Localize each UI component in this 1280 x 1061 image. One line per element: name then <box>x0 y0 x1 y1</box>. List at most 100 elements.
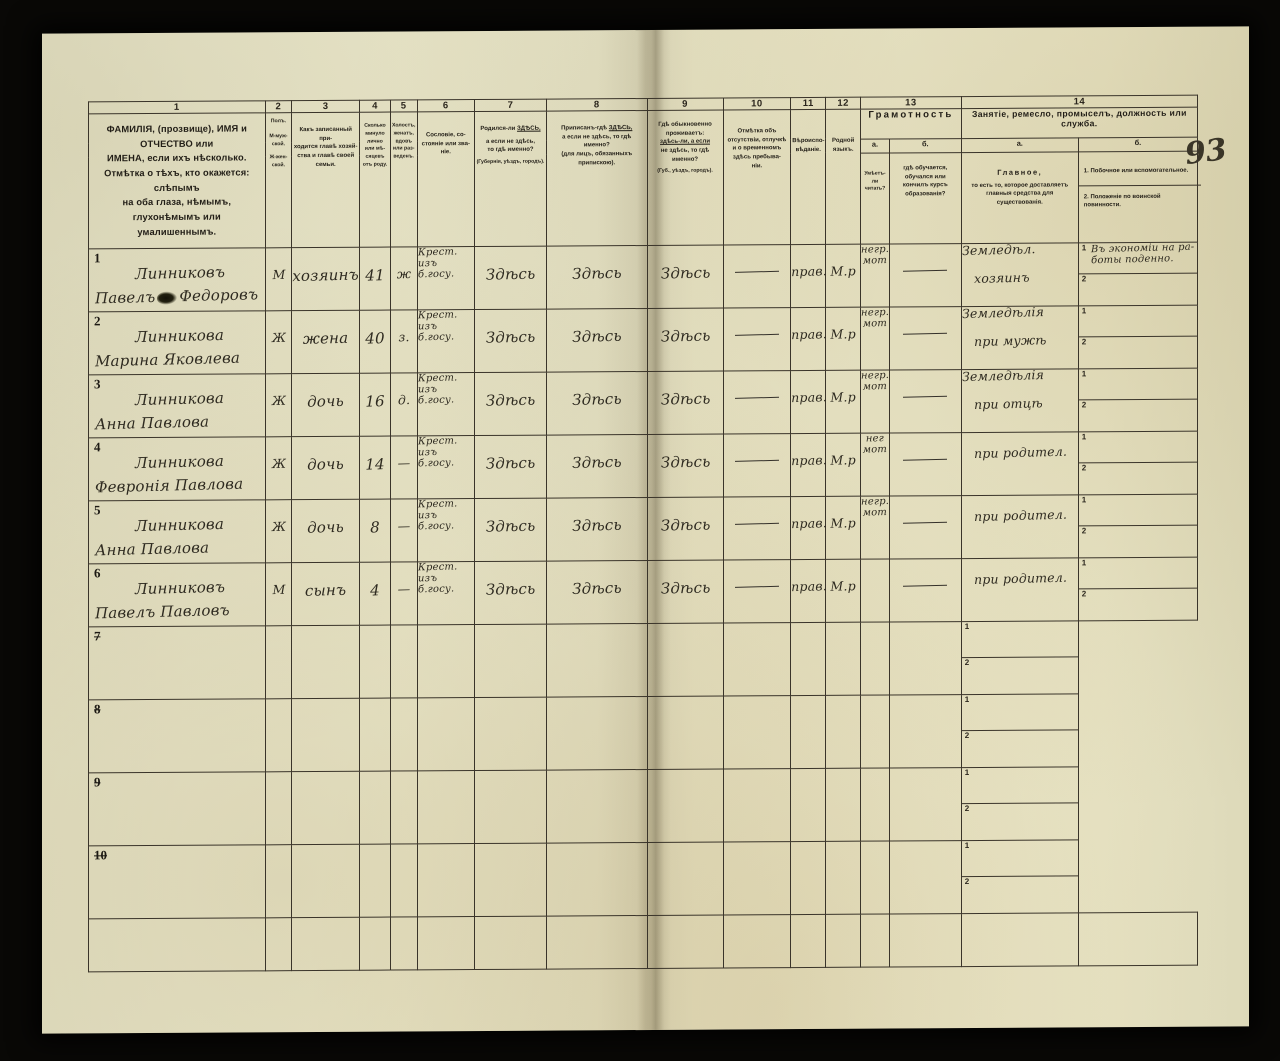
cell-occupation-secondary: 1 2 <box>1078 430 1198 495</box>
cell-born-here: Здѣсь <box>474 308 547 373</box>
cell-empty <box>359 624 391 698</box>
occupation-secondary-slot: 1 <box>1078 557 1197 589</box>
cell-marital: д. <box>390 372 418 436</box>
cell-empty <box>825 767 861 841</box>
surname: Линникова <box>134 451 225 472</box>
surname: Линникова <box>134 388 225 409</box>
military-status-index: 2 <box>1081 336 1087 346</box>
cell-marital: з. <box>390 309 418 373</box>
cell-literacy <box>860 558 890 622</box>
colnum-8: 8 <box>546 98 648 112</box>
cell-name: 10 <box>88 844 266 919</box>
military-status-index: 2 <box>1081 525 1087 535</box>
occupation-secondary-index: 1 <box>1081 431 1087 441</box>
header-col-4-line-5: сяцевъ <box>365 153 385 160</box>
language-value: М.р <box>830 388 857 405</box>
cell-sex: Ж <box>265 373 292 437</box>
header-col-14-title: Занятіе, ремесло, промыселъ, должность и… <box>961 107 1198 139</box>
table-row-empty: 10 1 2 <box>88 839 1198 919</box>
sex-value: М <box>271 581 286 597</box>
cell-language: М.р <box>825 495 861 559</box>
colnum-6: 6 <box>417 99 475 112</box>
language-value: М.р <box>830 262 857 279</box>
header-col-5-line-3: вдовъ <box>395 138 412 145</box>
surname: Линникова <box>134 325 225 346</box>
cell-sex: Ж <box>265 499 292 563</box>
cell-language: М.р <box>825 432 861 496</box>
colnum-7: 7 <box>474 99 547 112</box>
cell-born-here: Здѣсь <box>474 560 547 625</box>
header-col-4-line-4: или мѣ- <box>364 145 386 153</box>
occupation-main-line-2: хозяинъ <box>973 269 1030 287</box>
estate-line-3: б.госу. <box>417 330 454 343</box>
born-here-value: Здѣсь <box>485 516 536 536</box>
faith-value: прав. <box>791 451 828 468</box>
relation-value: дочь <box>307 391 345 411</box>
table-row: 3 Линникова Анна Павлова Ж дочь 16 д. Кр… <box>88 366 1198 438</box>
header-col-14b-line-2: 2. Положеніе по воинской повинности. <box>1083 193 1161 209</box>
literacy-line-2: мот <box>862 506 888 519</box>
cell-empty <box>390 697 418 771</box>
header-col-13a-line-3: читать? <box>864 185 886 193</box>
header-col-1-line-4: на оба глаза, нѣмымъ, глухонѣмымъ или <box>122 196 232 223</box>
literacy-line-2: мот <box>862 254 888 267</box>
education-dash <box>903 269 948 272</box>
cell-empty <box>265 698 292 772</box>
cell-marital: ж <box>390 246 418 310</box>
registered-here-value: Здѣсь <box>571 389 622 409</box>
cell-faith: прав. <box>790 432 828 497</box>
cell-occupation-main: Земледѣлія при отцѣ <box>961 366 1079 433</box>
cell-born-here: Здѣсь <box>474 497 547 562</box>
estate-line-3: б.госу. <box>417 393 454 406</box>
relation-value: дочь <box>307 517 345 537</box>
cell-empty <box>860 913 890 967</box>
occupation-secondary-slot: 1 <box>961 839 1078 877</box>
estate-line-2: изъ <box>417 320 437 332</box>
header-col-7-lead: Родился-ли <box>480 125 516 133</box>
cell-faith: прав. <box>790 369 827 434</box>
header-col-7-line-3: то гдѣ именно? <box>487 147 534 154</box>
marital-value: — <box>397 517 411 533</box>
estate-line-3: б.госу. <box>417 456 454 469</box>
faith-value: прав. <box>791 262 828 279</box>
header-col-7-line-1: Родился-ли ЗДѢСЬ, <box>476 125 545 134</box>
estate-line-1: Крест. <box>417 308 458 321</box>
cell-age: 4 <box>359 561 391 625</box>
header-col-6-line-1: Сословіе, со- <box>425 132 466 139</box>
header-col-6: Сословіе, со- стояніе или зва- ніе. <box>417 111 475 247</box>
estate-line-1: Крест. <box>417 245 458 258</box>
cell-empty <box>291 697 360 772</box>
cell-estate: Крест. изъ б.госу. <box>417 245 475 310</box>
cell-empty <box>647 695 724 769</box>
occupation-secondary-value <box>1091 304 1195 318</box>
cell-empty <box>546 841 648 916</box>
cell-estate: Крест. изъ б.госу. <box>417 435 475 499</box>
relation-value: дочь <box>307 454 345 474</box>
occupation-secondary-index: 1 <box>964 621 970 631</box>
cell-registered-here: Здѣсь <box>546 559 648 624</box>
marital-value: ж <box>396 265 412 281</box>
estate-line-3: б.госу. <box>417 267 454 280</box>
education-dash <box>903 395 948 398</box>
header-col-8-emph: ЗДѢСЬ, <box>608 125 633 132</box>
cell-empty <box>889 621 962 695</box>
cell-sex: Ж <box>265 436 292 500</box>
sex-value: Ж <box>271 329 286 345</box>
given-patronymic: Февронія Павлова <box>94 474 244 497</box>
marital-value: — <box>397 580 411 596</box>
cell-literacy: негр. мот <box>860 495 890 559</box>
cell-education <box>889 243 962 307</box>
cell-faith: прав. <box>790 243 828 308</box>
cell-empty <box>291 916 360 971</box>
military-status-slot: 2 <box>962 803 1078 839</box>
language-value: М.р <box>830 325 857 342</box>
cell-occupation-secondary: 1 2 <box>1078 367 1198 432</box>
relation-value: хозяинъ <box>292 264 360 285</box>
estate-line-1: Крест. <box>417 560 458 573</box>
faith-value: прав. <box>791 577 828 594</box>
header-col-10-line-2: отсутствіи, отлучкѣ <box>727 136 787 144</box>
military-status-index: 2 <box>1081 273 1087 283</box>
colnum-5: 5 <box>390 99 418 113</box>
given-patronymic: Павелъ Федоровъ <box>94 285 259 308</box>
language-value: М.р <box>830 577 857 594</box>
